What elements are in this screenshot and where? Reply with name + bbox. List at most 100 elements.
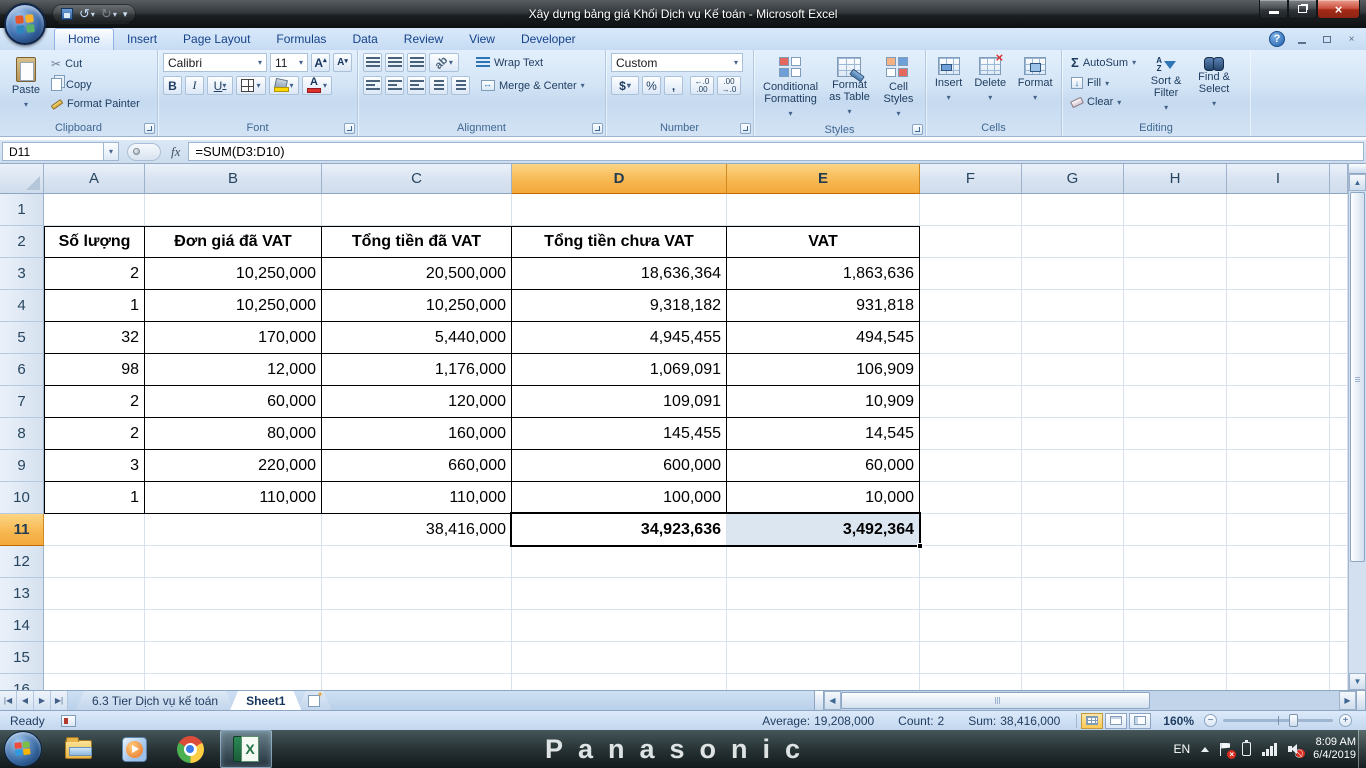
cell-I13[interactable]	[1227, 578, 1330, 610]
row-header-16[interactable]: 16	[0, 674, 44, 690]
cell-I8[interactable]	[1227, 418, 1330, 450]
show-hidden-icons-button[interactable]	[1201, 746, 1210, 752]
taskbar-chrome-button[interactable]	[164, 730, 216, 768]
cut-button[interactable]: Cut	[47, 55, 144, 73]
cell-H8[interactable]	[1124, 418, 1227, 450]
cell-G8[interactable]	[1022, 418, 1124, 450]
cell-E8[interactable]: 14,545	[727, 418, 920, 450]
cell-E14[interactable]	[727, 610, 920, 642]
cell-A12[interactable]	[44, 546, 145, 578]
column-header-F[interactable]: F	[920, 164, 1022, 194]
fill-color-button[interactable]	[269, 76, 299, 95]
cell-C11[interactable]: 38,416,000	[322, 514, 512, 546]
cell-D9[interactable]: 600,000	[512, 450, 727, 482]
cell-F16[interactable]	[920, 674, 1022, 690]
row-header-6[interactable]: 6	[0, 354, 44, 386]
cell-A14[interactable]	[44, 610, 145, 642]
borders-button[interactable]	[236, 76, 266, 95]
column-header-C[interactable]: C	[322, 164, 512, 194]
cell-B9[interactable]: 220,000	[145, 450, 322, 482]
format-painter-button[interactable]: Format Painter	[47, 96, 144, 112]
cell-G11[interactable]	[1022, 514, 1124, 546]
cell-D15[interactable]	[512, 642, 727, 674]
cell-D3[interactable]: 18,636,364	[512, 258, 727, 290]
tab-data[interactable]: Data	[352, 32, 378, 46]
cell-F4[interactable]	[920, 290, 1022, 322]
cell-H16[interactable]	[1124, 674, 1227, 690]
align-right-button[interactable]	[407, 76, 426, 95]
formula-input[interactable]: =SUM(D3:D10)	[188, 142, 1364, 161]
fill-handle[interactable]	[917, 543, 923, 549]
cell-F1[interactable]	[920, 194, 1022, 226]
taskbar-media-player-button[interactable]	[108, 730, 160, 768]
cell-B1[interactable]	[145, 194, 322, 226]
fill-button[interactable]: ↓ Fill	[1067, 75, 1140, 91]
cell-B14[interactable]	[145, 610, 322, 642]
cell-B11[interactable]	[145, 514, 322, 546]
cell-H10[interactable]	[1124, 482, 1227, 514]
cell-G1[interactable]	[1022, 194, 1124, 226]
cell-D4[interactable]: 9,318,182	[512, 290, 727, 322]
clock[interactable]: 8:09 AM 6/4/2019	[1313, 736, 1356, 762]
cell-F6[interactable]	[920, 354, 1022, 386]
prev-sheet-button[interactable]: ◀	[17, 691, 34, 710]
cell-H4[interactable]	[1124, 290, 1227, 322]
cell-A6[interactable]: 98	[44, 354, 145, 386]
help-button[interactable]: ?	[1269, 31, 1285, 47]
cell-H7[interactable]	[1124, 386, 1227, 418]
column-header-D[interactable]: D	[512, 164, 727, 194]
cell-G2[interactable]	[1022, 226, 1124, 258]
cell-B13[interactable]	[145, 578, 322, 610]
minimize-button[interactable]	[1259, 0, 1288, 19]
horizontal-scroll-thumb[interactable]	[841, 692, 1150, 709]
cell-F11[interactable]	[920, 514, 1022, 546]
insert-worksheet-button[interactable]	[297, 691, 331, 710]
cell-H6[interactable]	[1124, 354, 1227, 386]
insert-function-button[interactable]: fx	[171, 143, 181, 159]
cell-H1[interactable]	[1124, 194, 1227, 226]
cell-D14[interactable]	[512, 610, 727, 642]
cell-C8[interactable]: 160,000	[322, 418, 512, 450]
cell-E5[interactable]: 494,545	[727, 322, 920, 354]
cell-C12[interactable]	[322, 546, 512, 578]
close-button[interactable]: ×	[1317, 0, 1360, 19]
sheet-tab-0[interactable]: 6.3 Tier Dịch vụ kế toán	[76, 691, 234, 710]
horizontal-split-handle-2[interactable]	[1356, 691, 1366, 710]
cell-B5[interactable]: 170,000	[145, 322, 322, 354]
orientation-button[interactable]: ab	[429, 53, 459, 72]
cell-F15[interactable]	[920, 642, 1022, 674]
conditional-formatting-button[interactable]: Conditional Formatting	[759, 53, 822, 122]
sort-filter-button[interactable]: A Z Sort & Filter	[1144, 53, 1188, 120]
next-sheet-button[interactable]: ▶	[34, 691, 51, 710]
middle-align-button[interactable]	[385, 53, 404, 72]
cell-D7[interactable]: 109,091	[512, 386, 727, 418]
paste-button[interactable]: Paste	[5, 53, 47, 120]
show-desktop-button[interactable]	[1358, 730, 1366, 768]
cell-E6[interactable]: 106,909	[727, 354, 920, 386]
tab-page-layout[interactable]: Page Layout	[183, 32, 251, 46]
scroll-right-button[interactable]: ▶	[1339, 691, 1356, 710]
cell-B6[interactable]: 12,000	[145, 354, 322, 386]
cell-G15[interactable]	[1022, 642, 1124, 674]
cell-I12[interactable]	[1227, 546, 1330, 578]
cell-G14[interactable]	[1022, 610, 1124, 642]
autosum-button[interactable]: AutoSum	[1067, 53, 1140, 72]
cell-B3[interactable]: 10,250,000	[145, 258, 322, 290]
decrease-indent-button[interactable]	[429, 76, 448, 95]
tab-formulas[interactable]: Formulas	[276, 32, 327, 46]
cell-D1[interactable]	[512, 194, 727, 226]
increase-decimal-button[interactable]: ←.0 .00	[690, 76, 714, 95]
number-dialog-launcher[interactable]	[740, 123, 751, 134]
action-center-icon[interactable]	[1220, 742, 1237, 759]
cell-F5[interactable]	[920, 322, 1022, 354]
format-cells-button[interactable]: Format	[1014, 53, 1056, 120]
cell-G9[interactable]	[1022, 450, 1124, 482]
cell-F14[interactable]	[920, 610, 1022, 642]
cell-E11[interactable]: 3,492,364	[727, 514, 920, 546]
cell-D5[interactable]: 4,945,455	[512, 322, 727, 354]
redo-button[interactable]	[101, 6, 117, 22]
clear-button[interactable]: Clear	[1067, 94, 1140, 110]
cell-A7[interactable]: 2	[44, 386, 145, 418]
cell-I2[interactable]	[1227, 226, 1330, 258]
column-header-B[interactable]: B	[145, 164, 322, 194]
